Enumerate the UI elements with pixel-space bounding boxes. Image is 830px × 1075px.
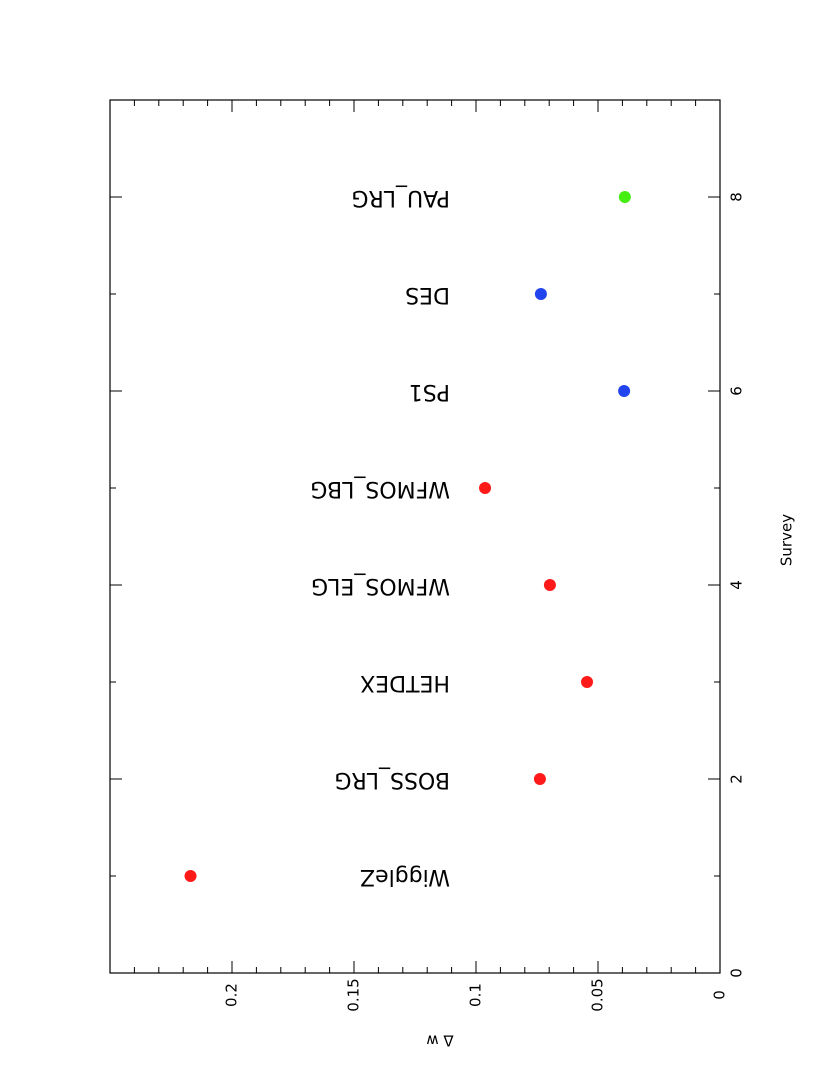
y-tick-label: 0.05 [589,978,607,1011]
point-label: DES [405,282,450,307]
point-label: WiggleZ [360,864,450,889]
point-label: PAU_LRG [351,185,450,210]
point [618,385,631,397]
point-label: HETDEX [360,670,450,695]
point [479,482,492,494]
x-tick-label: 2 [728,774,746,784]
point [581,676,594,688]
point-label: BOSS_LRG [334,767,450,792]
point-label: WFMOS_LBG [310,476,450,501]
point [534,288,547,300]
y-tick-label: 0.1 [467,983,485,1007]
x-tick-label: 6 [728,386,746,396]
point [543,579,556,591]
y-tick-label: 0.2 [223,983,241,1007]
point-label: PS1 [409,379,450,404]
x-tick-label: 8 [728,192,746,202]
point [533,773,546,785]
x-tick-label: 0 [728,968,746,978]
x-axis-label: Survey [778,514,796,566]
x-tick-label: 4 [728,580,746,590]
y-tick-label: 0 [711,990,729,1000]
point-label: WFMOS_ELG [311,573,450,598]
y-tick-label: 0.15 [345,978,363,1011]
point [618,191,631,203]
plot-frame [109,99,721,974]
y-axis-label: Δ w [426,1032,453,1050]
point [184,870,197,882]
